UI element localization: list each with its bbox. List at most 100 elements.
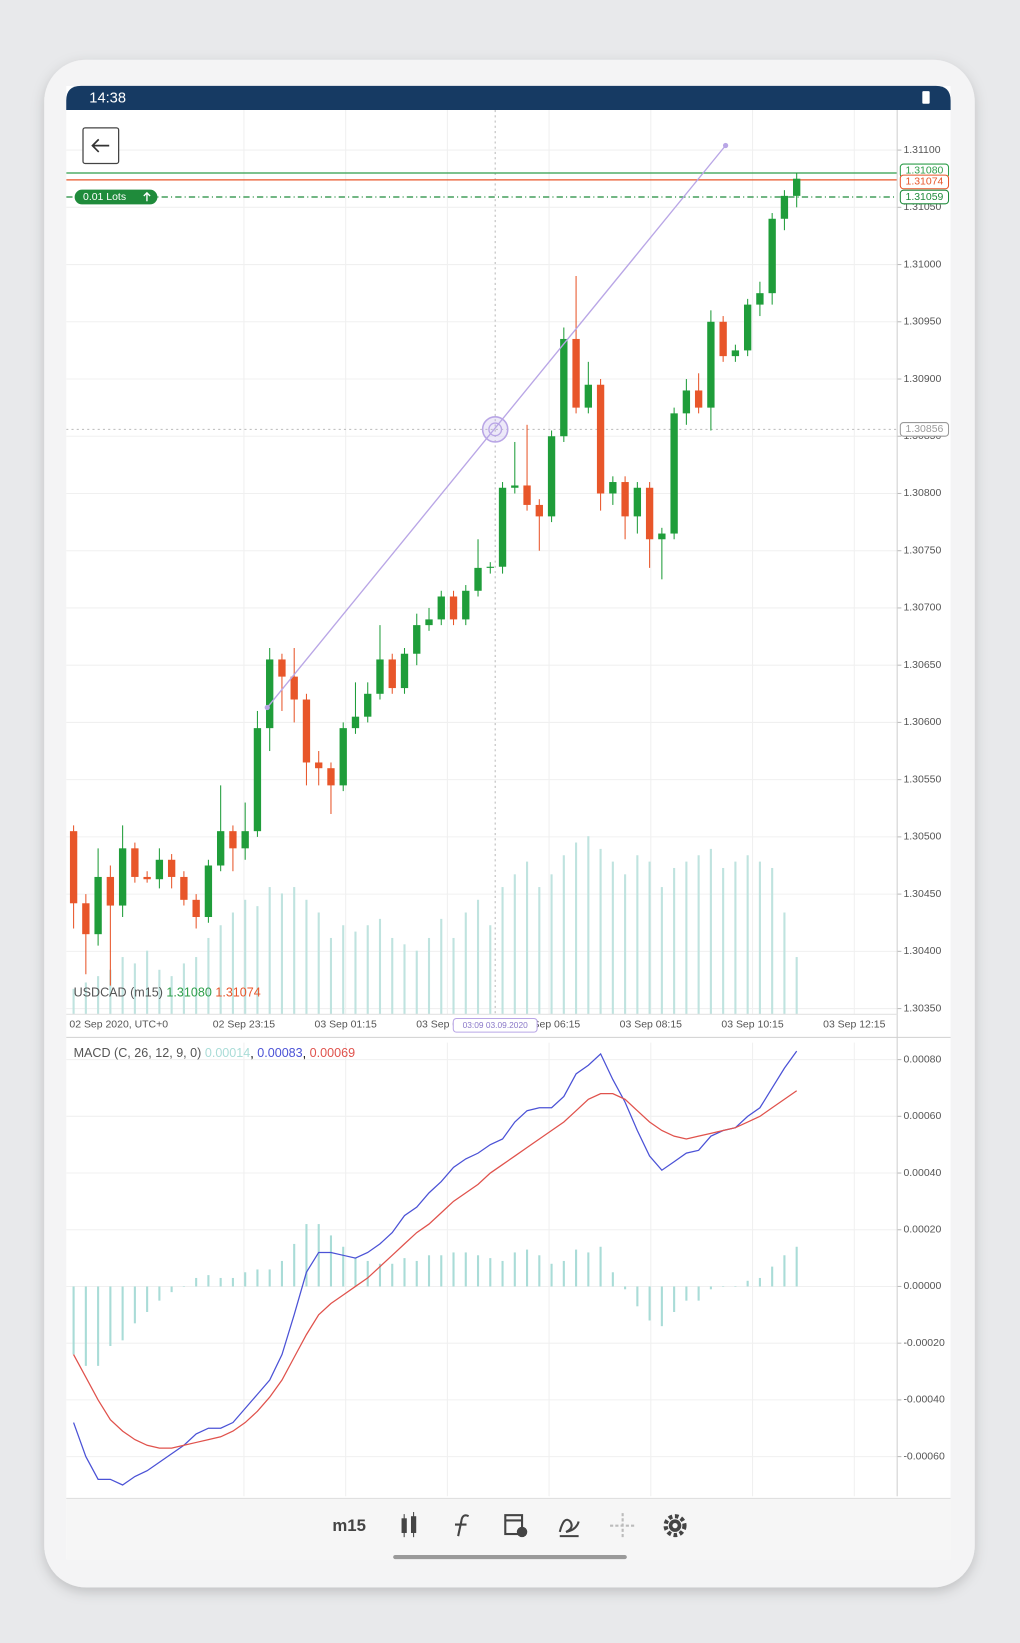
- macd-histogram-bar: [624, 1286, 627, 1290]
- volume-bar: [734, 861, 737, 1015]
- crosshair-tag: 1.30856: [905, 424, 943, 435]
- macd-histogram-bar: [121, 1286, 124, 1341]
- candle-body: [682, 390, 691, 414]
- macd-histogram-bar: [366, 1260, 369, 1287]
- candle-body: [658, 533, 666, 540]
- candle-body: [474, 567, 482, 591]
- candle-body: [633, 487, 642, 517]
- y-tick-label: 1.30750: [903, 545, 941, 556]
- candle-body: [82, 903, 90, 935]
- volume-bar: [476, 899, 480, 1015]
- candle-body: [167, 859, 176, 877]
- candle-body: [449, 596, 458, 620]
- volume-bar: [366, 925, 369, 1015]
- candle-body: [339, 728, 347, 786]
- macd-histogram-bar: [182, 1286, 185, 1287]
- macd-histogram-bar: [146, 1286, 149, 1312]
- y-tick-label: 1.30700: [903, 603, 941, 614]
- macd-macd-line: [72, 1050, 798, 1486]
- candle-body: [216, 831, 225, 866]
- macd-histogram-bar: [305, 1224, 308, 1287]
- legend-bid: 1.31074: [215, 986, 260, 1000]
- macd-histogram-bar: [758, 1277, 761, 1287]
- volume-bar: [84, 982, 87, 1015]
- candle-body: [180, 876, 188, 900]
- macd-histogram-bar: [526, 1249, 529, 1287]
- candle-body: [241, 831, 249, 849]
- candle-body: [253, 728, 262, 832]
- x-tick-label: 03 Sep 10:15: [721, 1020, 783, 1031]
- bid-tag-bg: [899, 174, 950, 190]
- macd-histogram-bar: [109, 1286, 112, 1347]
- price-plot: [66, 110, 898, 1015]
- candle-body: [719, 321, 727, 357]
- calendar-button[interactable]: [504, 1514, 528, 1538]
- volume-bar: [575, 842, 578, 1015]
- macd-label: MACD (C, 26, 12, 9, 0): [74, 1046, 202, 1060]
- macd-histogram-bar: [513, 1252, 516, 1287]
- timeframe-button[interactable]: m15: [332, 1516, 366, 1535]
- drawing-button[interactable]: [558, 1518, 580, 1538]
- candle-body: [523, 485, 531, 505]
- candle-body: [486, 566, 494, 568]
- macd-histogram-bar: [391, 1263, 394, 1287]
- macd-histogram-bar: [354, 1258, 357, 1287]
- x-tick-label: 03 Sep 08:15: [620, 1020, 682, 1031]
- crosshair-time: 03:09 03.09.2020: [463, 1020, 529, 1030]
- bid-tag: 1.31074: [905, 177, 943, 188]
- candle-body: [780, 195, 789, 219]
- candle-body: [511, 485, 519, 488]
- legend-signal: 0.00069: [310, 1046, 355, 1060]
- volume-bar: [182, 963, 185, 1015]
- trendline-handle: [264, 704, 270, 711]
- macd-histogram-bar: [734, 1286, 737, 1287]
- chart-type-button[interactable]: [401, 1512, 417, 1538]
- volume-bar: [440, 918, 443, 1015]
- crosshair-ring: [481, 416, 509, 443]
- candle-body: [388, 659, 396, 689]
- candle-body: [315, 762, 323, 769]
- crosshair-button[interactable]: [610, 1513, 636, 1539]
- macd-histogram-bar: [562, 1260, 565, 1287]
- volume-bar: [354, 931, 357, 1015]
- y-tick-label: 1.30800: [903, 488, 941, 499]
- volume-bar: [293, 887, 296, 1015]
- candle-body: [596, 384, 605, 494]
- indicators-button[interactable]: [454, 1514, 470, 1537]
- macd-histogram-bar: [746, 1280, 749, 1287]
- macd-histogram-bar: [427, 1255, 431, 1287]
- candle-body: [621, 482, 629, 517]
- candle-body: [547, 436, 556, 517]
- volume-bar: [72, 988, 75, 1015]
- candle-body: [400, 653, 409, 689]
- x-origin-label: 02 Sep 2020, UTC+0: [69, 1020, 168, 1031]
- candle-body: [462, 590, 470, 620]
- y-tick-label: 1.31100: [903, 145, 940, 156]
- back-arrow[interactable]: [91, 138, 110, 153]
- volume-bar: [170, 976, 173, 1015]
- volume-bar: [231, 912, 234, 1015]
- battery-icon: [922, 91, 930, 104]
- macd-histogram-bar: [72, 1286, 75, 1355]
- volume-bar: [195, 957, 198, 1015]
- volume-bar: [427, 937, 431, 1015]
- candle-body: [155, 859, 164, 880]
- volume-bar: [207, 937, 210, 1015]
- volume-bar: [317, 912, 320, 1015]
- macd-histogram-bar: [256, 1269, 259, 1287]
- candle-body: [143, 876, 151, 880]
- candle-body: [266, 659, 274, 729]
- volume-bar: [624, 874, 627, 1015]
- volume-bar: [685, 861, 688, 1015]
- settings-button[interactable]: [663, 1514, 687, 1538]
- candle-body: [364, 693, 372, 717]
- volume-bar: [268, 887, 271, 1015]
- macd-histogram-bar: [403, 1258, 406, 1287]
- back-button[interactable]: [82, 127, 120, 165]
- macd-histogram-bar: [378, 1263, 382, 1287]
- volume-bar: [513, 874, 516, 1015]
- volume-bar: [636, 855, 639, 1015]
- lots-pill: [74, 189, 158, 205]
- macd-histogram-bar: [771, 1266, 774, 1287]
- order-tag-bg: [899, 189, 950, 205]
